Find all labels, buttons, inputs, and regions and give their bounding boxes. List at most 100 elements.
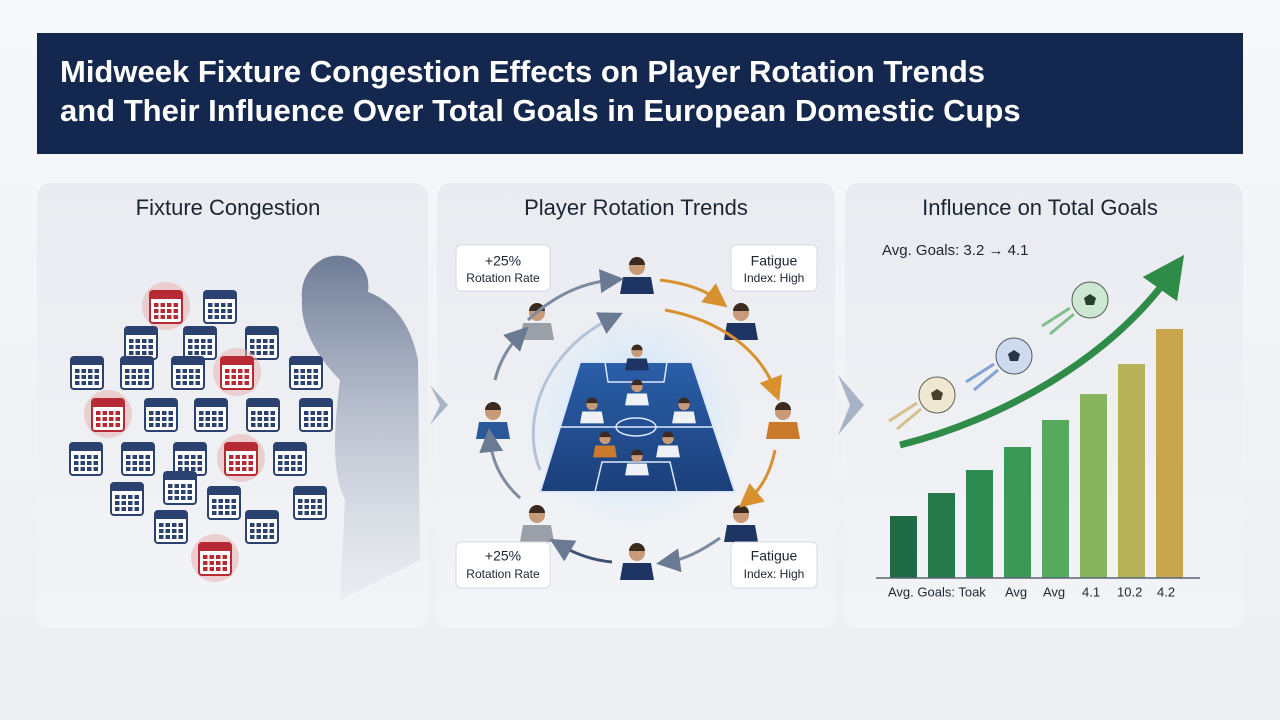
player	[520, 505, 554, 542]
calendar-day	[225, 381, 230, 385]
calendar-day	[81, 369, 86, 373]
calendar-day	[298, 499, 303, 503]
calendar-day	[88, 369, 93, 373]
calendar-day	[165, 523, 170, 527]
calendar-day	[263, 345, 268, 349]
calendar-day	[250, 351, 255, 355]
flow-chevron	[838, 375, 864, 435]
calendar-day	[313, 381, 318, 385]
calendar-day	[212, 411, 217, 415]
calendar-day	[131, 375, 136, 379]
football-tint	[996, 338, 1032, 374]
player	[625, 379, 649, 406]
calendar-day	[208, 315, 213, 319]
calendar-day	[184, 467, 189, 471]
calendar-day	[87, 467, 92, 471]
calendar-day	[317, 411, 322, 415]
calendar-day	[121, 501, 126, 505]
calendar-day	[162, 423, 167, 427]
callout: Fatigue Index: High	[730, 244, 818, 292]
rotation-arrow	[479, 428, 522, 500]
calendar-day	[189, 381, 194, 385]
calendar-day	[212, 499, 217, 503]
calendar-day	[284, 461, 289, 465]
trend-arrow	[899, 254, 1185, 449]
calendar-day	[269, 345, 274, 349]
player-shirt	[476, 422, 510, 439]
calendar-day	[222, 567, 227, 571]
calendar-day	[155, 411, 160, 415]
calendar-top	[195, 399, 227, 407]
calendar-day	[81, 375, 86, 379]
player	[593, 431, 617, 458]
rotation-arrow	[656, 536, 721, 573]
player-shirt	[520, 323, 554, 340]
calendar-icon	[299, 398, 333, 432]
calendar-top	[125, 327, 157, 335]
calendar-day	[168, 417, 173, 421]
player-shirt	[656, 445, 680, 458]
calendar-day	[80, 455, 85, 459]
player-shirt	[625, 393, 649, 406]
calendar-day	[159, 529, 164, 533]
calendar-day	[203, 555, 208, 559]
calendar-day	[160, 303, 165, 307]
calendar-day	[178, 467, 183, 471]
calendar-day	[144, 381, 149, 385]
calendar-day	[74, 455, 79, 459]
calendar-day	[313, 375, 318, 379]
calendar-day	[205, 411, 210, 415]
calendar-day	[184, 461, 189, 465]
calendar-day	[294, 369, 299, 373]
calendar-day	[148, 345, 153, 349]
calendar-day	[128, 501, 133, 505]
calendar-day	[291, 461, 296, 465]
calendar-day	[135, 345, 140, 349]
header-banner	[37, 33, 1243, 154]
calendar-day	[317, 417, 322, 421]
calendar-day	[182, 381, 187, 385]
calendar-top	[155, 511, 187, 519]
calendar-day	[304, 511, 309, 515]
growth-bar	[1118, 364, 1145, 578]
calendar-day	[173, 309, 178, 313]
calendar-day	[128, 507, 133, 511]
calendar-icon	[84, 390, 132, 438]
calendar-day	[248, 461, 253, 465]
player-hair	[678, 397, 690, 404]
calendar-top	[92, 399, 124, 407]
calendar-day	[205, 417, 210, 421]
calendar-top	[70, 443, 102, 451]
rotation-arrow	[531, 312, 623, 471]
calendar-day	[168, 423, 173, 427]
calendar-day	[115, 417, 120, 421]
calendar-day	[197, 467, 202, 471]
calendar-day	[300, 381, 305, 385]
calendar-day	[201, 351, 206, 355]
calendar-day	[212, 423, 217, 427]
growth-bar	[928, 493, 955, 578]
callout-value: +25%	[485, 253, 521, 269]
calendar-day	[208, 309, 213, 313]
calendar-day	[159, 535, 164, 539]
calendar-day	[264, 411, 269, 415]
calendar-day	[81, 381, 86, 385]
calendar-icon	[124, 326, 158, 360]
calendar-day	[74, 467, 79, 471]
calendar-day	[154, 315, 159, 319]
player	[620, 257, 654, 294]
player-hair	[631, 379, 643, 386]
calendar-day	[300, 375, 305, 379]
calendar-day	[225, 375, 230, 379]
callout: +25% Rotation Rate	[455, 244, 551, 292]
growth-bar	[890, 516, 917, 578]
panel-title: Influence on Total Goals	[922, 195, 1158, 220]
calendar-day	[212, 511, 217, 515]
player-shirt	[580, 411, 604, 424]
player	[672, 397, 696, 424]
calendar-day	[214, 315, 219, 319]
calendar-day	[231, 499, 236, 503]
calendar-day	[250, 339, 255, 343]
calendar-day	[154, 309, 159, 313]
calendar-day	[227, 303, 232, 307]
